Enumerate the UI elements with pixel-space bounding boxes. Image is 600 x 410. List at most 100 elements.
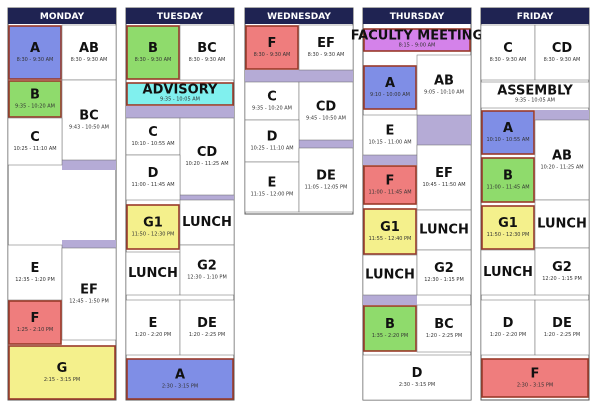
passing-stripe: [62, 160, 116, 170]
period-label: FACULTY MEETING: [351, 29, 483, 44]
period-block: [179, 24, 235, 81]
period-time: 10:25 - 11:10 AM: [250, 146, 293, 152]
period-time: 10:20 - 11:25 AM: [185, 161, 228, 167]
period-block: [8, 300, 62, 345]
period-block: [126, 25, 180, 80]
period-label: B: [385, 317, 395, 332]
period-label: BC: [197, 41, 216, 56]
period-block: [363, 65, 417, 110]
period-block: [481, 205, 535, 250]
period-time: 2:30 - 3:15 PM: [162, 384, 198, 390]
period-time: 1:20 - 2:20 PM: [135, 332, 171, 338]
period-label: E: [31, 261, 40, 276]
period-label: G1: [380, 220, 400, 235]
period-label: G2: [434, 261, 454, 276]
period-label: F: [531, 367, 540, 382]
period-label: G2: [552, 260, 572, 275]
period-time: 10:15 - 11:00 AM: [368, 140, 411, 146]
day-name: WEDNESDAY: [267, 12, 331, 22]
period-block: [481, 110, 535, 155]
period-time: 8:15 - 9:00 AM: [399, 43, 436, 49]
period-label: F: [31, 311, 40, 326]
period-time: 12:35 - 1:20 PM: [15, 277, 55, 283]
period-label: BC: [434, 317, 453, 332]
period-label: D: [267, 130, 278, 145]
period-block: [363, 208, 417, 255]
period-time: 8:30 - 9:30 AM: [490, 57, 527, 63]
period-label: D: [412, 366, 423, 381]
period-label: EF: [317, 36, 335, 51]
period-time: 12:45 - 1:50 PM: [69, 299, 109, 305]
period-block: [244, 81, 300, 121]
period-time: 2:15 - 3:15 PM: [44, 377, 80, 383]
period-time: 8:30 - 9:30 AM: [308, 52, 345, 58]
period-time: 1:20 - 2:25 PM: [189, 332, 225, 338]
period-label: BC: [79, 109, 98, 124]
period-block: [125, 251, 181, 296]
period-block: [416, 54, 472, 116]
period-block: [534, 247, 590, 296]
period-block: [126, 358, 234, 400]
period-time: 12:30 - 1:10 PM: [187, 275, 227, 281]
period-block: [125, 299, 181, 356]
passing-stripe: [299, 140, 353, 148]
period-block: [534, 24, 590, 81]
day-header: [481, 8, 589, 24]
period-block: [125, 117, 181, 156]
period-time: 11:50 - 12:30 PM: [132, 232, 175, 238]
period-block: [298, 24, 354, 71]
period-label: ASSEMBLY: [497, 84, 573, 99]
period-block: [298, 147, 354, 213]
period-block: [8, 345, 116, 400]
period-time: 9:35 - 10:20 AM: [252, 106, 292, 112]
period-block: [534, 199, 590, 249]
period-block: [362, 114, 418, 156]
period-time: 8:30 - 9:30 AM: [189, 57, 226, 63]
period-time: 1:25 - 2:10 PM: [17, 327, 53, 333]
period-block: [244, 119, 300, 163]
period-block: [125, 154, 181, 201]
period-block: [8, 25, 62, 80]
period-label: B: [30, 88, 40, 103]
period-time: 9:35 - 10:05 AM: [160, 97, 200, 103]
period-block: [7, 244, 63, 301]
period-time: 11:50 - 12:30 PM: [487, 232, 530, 238]
period-block: [61, 247, 117, 341]
period-label: LUNCH: [128, 266, 178, 281]
period-block: [481, 157, 535, 203]
period-time: 1:20 - 2:20 PM: [490, 332, 526, 338]
period-time: 8:30 - 9:30 AM: [544, 57, 581, 63]
period-label: CD: [197, 145, 218, 160]
period-time: 9:35 - 10:05 AM: [515, 98, 555, 104]
period-time: 8:30 - 9:30 AM: [254, 52, 291, 58]
period-label: D: [503, 316, 514, 331]
period-time: 8:30 - 9:30 AM: [71, 57, 108, 63]
passing-stripe: [62, 240, 116, 248]
period-label: A: [385, 76, 395, 91]
period-time: 1:20 - 2:25 PM: [544, 332, 580, 338]
passing-stripe: [363, 155, 417, 165]
period-label: D: [148, 166, 159, 181]
period-label: LUNCH: [365, 268, 415, 283]
day-name: FRIDAY: [517, 12, 554, 22]
period-label: F: [268, 36, 277, 51]
period-label: DE: [552, 316, 572, 331]
period-time: 9:43 - 10:50 AM: [69, 125, 109, 131]
period-time: 8:30 - 9:30 AM: [135, 57, 172, 63]
period-label: E: [268, 176, 277, 191]
period-time: 2:30 - 3:15 PM: [399, 382, 435, 388]
passing-stripe: [245, 70, 353, 82]
period-label: G2: [197, 259, 217, 274]
period-block: [245, 25, 299, 70]
period-label: A: [503, 121, 513, 136]
period-label: C: [148, 125, 158, 140]
period-time: 11:55 - 12:40 PM: [369, 236, 412, 242]
period-block: [179, 299, 235, 356]
period-time: 11:15 - 12:00 PM: [251, 192, 294, 198]
day-name: THURSDAY: [390, 12, 445, 22]
period-label: G: [57, 361, 68, 376]
period-label: ADVISORY: [143, 83, 218, 98]
period-label: A: [30, 41, 40, 56]
period-label: LUNCH: [483, 265, 533, 280]
